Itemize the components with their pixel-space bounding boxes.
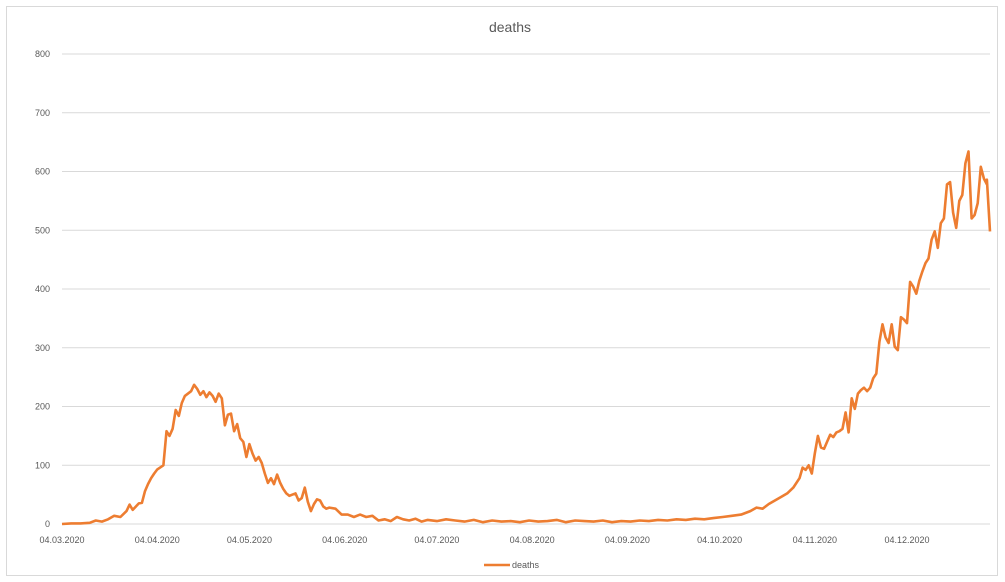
y-tick-label: 600	[35, 167, 50, 177]
y-tick-label: 0	[45, 519, 50, 529]
x-tick-label: 04.07.2020	[414, 535, 459, 545]
legend-label-deaths: deaths	[512, 560, 540, 570]
x-tick-label: 04.04.2020	[135, 535, 180, 545]
y-tick-label: 500	[35, 225, 50, 235]
chart-frame	[6, 6, 998, 576]
gridlines	[62, 53, 990, 466]
chart-title: deaths	[489, 19, 531, 35]
y-tick-label: 300	[35, 343, 50, 353]
series-line-deaths	[61, 150, 992, 526]
y-axis-ticks: 0 100 200 300 400 500 600 700 800	[35, 49, 50, 529]
y-tick-label: 400	[35, 284, 50, 294]
x-tick-label: 04.08.2020	[510, 535, 555, 545]
x-tick-label: 04.11.2020	[793, 535, 837, 545]
y-tick-label: 700	[35, 108, 50, 118]
y-tick-label: 800	[35, 49, 50, 59]
y-tick-label: 200	[35, 402, 50, 412]
x-axis-ticks: 04.03.2020 04.04.2020 04.05.2020 04.06.2020…	[39, 535, 929, 545]
legend: deaths	[484, 560, 540, 570]
x-tick-label: 04.03.2020	[39, 535, 84, 545]
x-tick-label: 04.09.2020	[605, 535, 650, 545]
x-tick-label: 04.06.2020	[322, 535, 367, 545]
y-tick-label: 100	[35, 460, 50, 470]
x-tick-label: 04.10.2020	[697, 535, 742, 545]
x-tick-label: 04.12.2020	[885, 535, 930, 545]
x-tick-label: 04.05.2020	[227, 535, 272, 545]
